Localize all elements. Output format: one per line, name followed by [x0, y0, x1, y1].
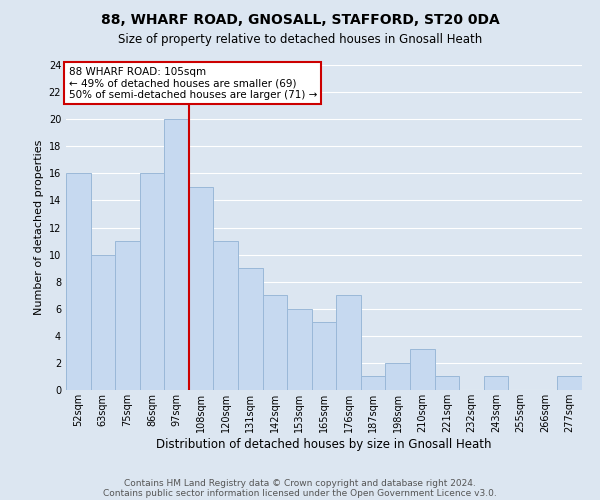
Text: Size of property relative to detached houses in Gnosall Heath: Size of property relative to detached ho… [118, 32, 482, 46]
Bar [238, 268, 263, 390]
Bar [164, 119, 189, 390]
Bar [484, 376, 508, 390]
Bar [189, 187, 214, 390]
Bar [410, 350, 434, 390]
Text: Contains HM Land Registry data © Crown copyright and database right 2024.: Contains HM Land Registry data © Crown c… [124, 478, 476, 488]
Bar [312, 322, 336, 390]
Text: Contains public sector information licensed under the Open Government Licence v3: Contains public sector information licen… [103, 488, 497, 498]
Bar [336, 295, 361, 390]
Text: 88, WHARF ROAD, GNOSALL, STAFFORD, ST20 0DA: 88, WHARF ROAD, GNOSALL, STAFFORD, ST20 … [101, 12, 499, 26]
Bar [115, 241, 140, 390]
Y-axis label: Number of detached properties: Number of detached properties [34, 140, 44, 315]
Bar [434, 376, 459, 390]
Text: 88 WHARF ROAD: 105sqm
← 49% of detached houses are smaller (69)
50% of semi-deta: 88 WHARF ROAD: 105sqm ← 49% of detached … [68, 66, 317, 100]
Bar [263, 295, 287, 390]
Bar [385, 363, 410, 390]
Bar [361, 376, 385, 390]
Bar [557, 376, 582, 390]
Bar [140, 174, 164, 390]
X-axis label: Distribution of detached houses by size in Gnosall Heath: Distribution of detached houses by size … [156, 438, 492, 451]
Bar [287, 308, 312, 390]
Bar [91, 254, 115, 390]
Bar [214, 241, 238, 390]
Bar [66, 174, 91, 390]
